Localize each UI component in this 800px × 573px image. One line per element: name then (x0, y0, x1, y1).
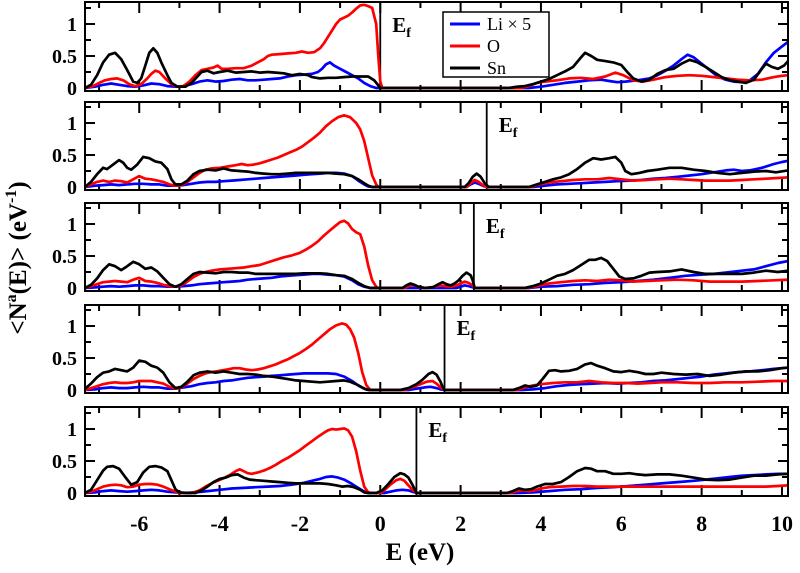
x-tick-label: 10 (771, 511, 793, 536)
y-tick-label: 1 (67, 14, 77, 36)
fermi-label: Ef (486, 214, 505, 242)
y-tick-label: 1 (67, 214, 77, 236)
panel-1-area (85, 2, 788, 91)
panel-4-frame (84, 304, 789, 394)
y-axis-title-part: ) (5, 181, 32, 189)
legend-label: O (487, 36, 500, 56)
legend-label: Li × 5 (487, 14, 531, 34)
legend-label: Sn (487, 58, 506, 78)
fermi-label: Ef (392, 13, 411, 41)
y-tick-label: 1 (67, 316, 77, 338)
panel-2-curves (86, 113, 787, 189)
fermi-label-sub: f (442, 431, 447, 446)
panel-2: 0 0.5 1 Ef (52, 101, 789, 199)
fermi-label-main: E (486, 214, 500, 238)
curve-sn (86, 155, 787, 189)
panel-5-curves (86, 427, 787, 495)
x-tick-label: 8 (696, 511, 707, 536)
fermi-label-main: E (499, 113, 513, 137)
y-axis-title-sup: a (3, 294, 20, 302)
y-axis-title-part: <N (5, 302, 32, 334)
y-tick-label: 0.5 (52, 145, 77, 167)
y-tick-label: 0 (67, 177, 77, 199)
x-tick-label: 4 (535, 511, 546, 536)
panel-5-area (85, 407, 788, 496)
curve-o (86, 322, 787, 392)
y-tick-label: 0 (67, 380, 77, 402)
y-axis-title: <Na(E)> (eV-1) (3, 181, 32, 334)
fermi-label-sub: f (500, 227, 505, 242)
y-tick-label: 0 (67, 278, 77, 300)
x-axis-title: E (eV) (386, 539, 455, 566)
panel-5: 0 0.5 1 Ef (52, 406, 789, 505)
y-tick-label: 0.5 (52, 348, 77, 370)
fermi-label-main: E (457, 316, 471, 340)
curve-o (86, 3, 787, 90)
curve-sn (86, 256, 787, 290)
fermi-label-sub: f (513, 126, 518, 141)
x-tick-label: -6 (130, 511, 148, 536)
y-tick-label: 0.5 (52, 46, 77, 68)
curve-o (86, 427, 787, 495)
fermi-label-sub: f (471, 329, 476, 344)
panel-2-area (85, 102, 788, 190)
fermi-label-sub: f (406, 26, 411, 41)
fermi-label-main: E (428, 418, 442, 442)
y-tick-label: 0.5 (52, 246, 77, 268)
curve-sn (86, 359, 787, 392)
y-axis-title-sup: -1 (3, 190, 20, 203)
panel-1-curves (86, 3, 787, 90)
x-tick-label: 0 (375, 511, 386, 536)
panel-2-frame (84, 101, 789, 191)
panel-4: 0 0.5 1 Ef (52, 304, 789, 402)
panel-4-curves (86, 322, 787, 392)
panel-3: 0 0.5 1 Ef (52, 202, 789, 300)
y-tick-label: 0 (67, 78, 77, 100)
x-tick-label: 6 (616, 511, 627, 536)
panel-1-frame (84, 1, 789, 92)
fermi-label: Ef (499, 113, 518, 141)
fermi-label-main: E (392, 13, 406, 37)
panel-3-frame (84, 202, 789, 292)
curve-o (86, 113, 787, 189)
fermi-label: Ef (428, 418, 447, 446)
fermi-label: Ef (457, 316, 476, 344)
y-axis-title-part: (E)> (eV (5, 203, 32, 294)
panel-4-area (85, 305, 788, 393)
y-tick-label: 1 (67, 419, 77, 441)
y-tick-label: 1 (67, 113, 77, 135)
y-tick-label: 0.5 (52, 451, 77, 473)
x-tick-label: 2 (455, 511, 466, 536)
curve-li5 (86, 472, 787, 495)
x-tick-label: -4 (210, 511, 228, 536)
curve-sn (86, 46, 787, 90)
curve-o (86, 219, 787, 290)
x-tick-label: -2 (291, 511, 309, 536)
y-tick-label: 0 (67, 483, 77, 505)
panel-5-frame (84, 406, 789, 497)
panel-3-curves (86, 219, 787, 290)
curve-sn (86, 464, 787, 495)
